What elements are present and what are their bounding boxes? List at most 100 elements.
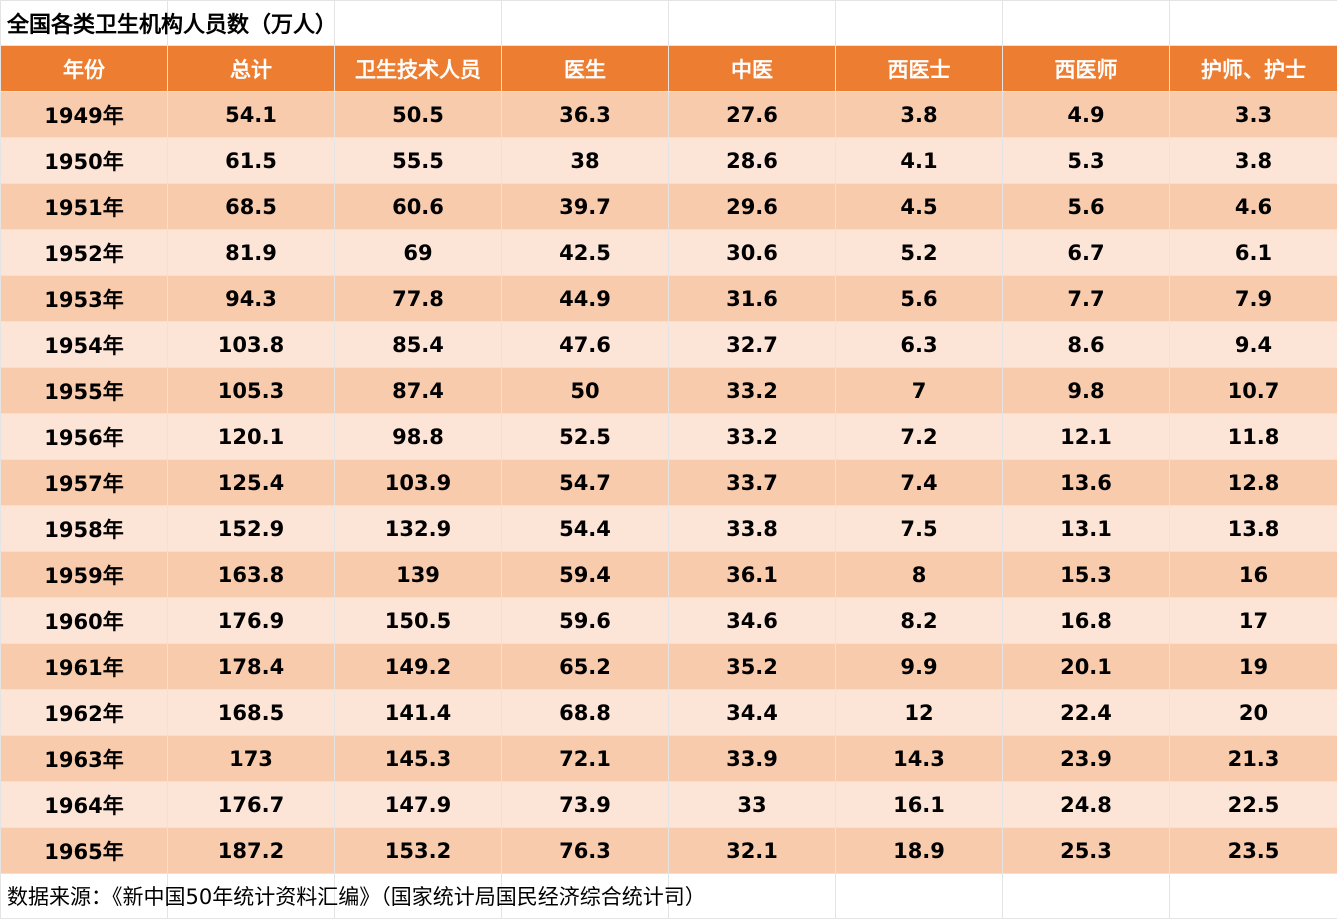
value-cell[interactable]: 76.3 [501, 827, 669, 874]
value-cell[interactable]: 8.2 [835, 597, 1003, 644]
column-header[interactable]: 卫生技术人员 [334, 45, 502, 92]
value-cell[interactable]: 15.3 [1002, 551, 1170, 598]
year-cell[interactable]: 1965年 [0, 827, 168, 874]
value-cell[interactable]: 132.9 [334, 505, 502, 552]
value-cell[interactable]: 34.4 [668, 689, 836, 736]
value-cell[interactable]: 54.7 [501, 459, 669, 506]
value-cell[interactable]: 27.6 [668, 91, 836, 138]
value-cell[interactable]: 55.5 [334, 137, 502, 184]
value-cell[interactable]: 33.7 [668, 459, 836, 506]
value-cell[interactable]: 6.3 [835, 321, 1003, 368]
year-cell[interactable]: 1958年 [0, 505, 168, 552]
value-cell[interactable]: 36.3 [501, 91, 669, 138]
value-cell[interactable]: 20.1 [1002, 643, 1170, 690]
value-cell[interactable]: 23.9 [1002, 735, 1170, 782]
value-cell[interactable]: 22.4 [1002, 689, 1170, 736]
value-cell[interactable]: 13.8 [1169, 505, 1337, 552]
empty-cell[interactable] [1169, 873, 1337, 919]
empty-cell[interactable] [501, 0, 669, 46]
value-cell[interactable]: 147.9 [334, 781, 502, 828]
value-cell[interactable]: 153.2 [334, 827, 502, 874]
value-cell[interactable]: 87.4 [334, 367, 502, 414]
value-cell[interactable]: 59.4 [501, 551, 669, 598]
table-title[interactable]: 全国各类卫生机构人员数（万人） [0, 0, 337, 46]
empty-cell[interactable] [1002, 873, 1170, 919]
value-cell[interactable]: 103.9 [334, 459, 502, 506]
value-cell[interactable]: 72.1 [501, 735, 669, 782]
value-cell[interactable]: 65.2 [501, 643, 669, 690]
year-cell[interactable]: 1959年 [0, 551, 168, 598]
value-cell[interactable]: 50 [501, 367, 669, 414]
year-cell[interactable]: 1951年 [0, 183, 168, 230]
empty-cell[interactable] [835, 0, 1003, 46]
year-cell[interactable]: 1949年 [0, 91, 168, 138]
value-cell[interactable]: 33 [668, 781, 836, 828]
value-cell[interactable]: 59.6 [501, 597, 669, 644]
value-cell[interactable]: 23.5 [1169, 827, 1337, 874]
value-cell[interactable]: 8.6 [1002, 321, 1170, 368]
value-cell[interactable]: 16.1 [835, 781, 1003, 828]
value-cell[interactable]: 12 [835, 689, 1003, 736]
value-cell[interactable]: 176.7 [167, 781, 335, 828]
year-cell[interactable]: 1964年 [0, 781, 168, 828]
value-cell[interactable]: 6.7 [1002, 229, 1170, 276]
value-cell[interactable]: 7 [835, 367, 1003, 414]
value-cell[interactable]: 54.4 [501, 505, 669, 552]
year-cell[interactable]: 1956年 [0, 413, 168, 460]
column-header[interactable]: 西医士 [835, 45, 1003, 92]
value-cell[interactable]: 168.5 [167, 689, 335, 736]
value-cell[interactable]: 85.4 [334, 321, 502, 368]
column-header[interactable]: 西医师 [1002, 45, 1170, 92]
value-cell[interactable]: 18.9 [835, 827, 1003, 874]
value-cell[interactable]: 187.2 [167, 827, 335, 874]
value-cell[interactable]: 5.6 [1002, 183, 1170, 230]
value-cell[interactable]: 19 [1169, 643, 1337, 690]
value-cell[interactable]: 35.2 [668, 643, 836, 690]
value-cell[interactable]: 30.6 [668, 229, 836, 276]
value-cell[interactable]: 33.2 [668, 367, 836, 414]
empty-cell[interactable] [334, 0, 502, 46]
value-cell[interactable]: 16.8 [1002, 597, 1170, 644]
value-cell[interactable]: 125.4 [167, 459, 335, 506]
year-cell[interactable]: 1957年 [0, 459, 168, 506]
value-cell[interactable]: 33.9 [668, 735, 836, 782]
empty-cell[interactable] [835, 873, 1003, 919]
value-cell[interactable]: 69 [334, 229, 502, 276]
value-cell[interactable]: 145.3 [334, 735, 502, 782]
value-cell[interactable]: 12.1 [1002, 413, 1170, 460]
value-cell[interactable]: 6.1 [1169, 229, 1337, 276]
value-cell[interactable]: 120.1 [167, 413, 335, 460]
value-cell[interactable]: 34.6 [668, 597, 836, 644]
value-cell[interactable]: 4.9 [1002, 91, 1170, 138]
value-cell[interactable]: 32.7 [668, 321, 836, 368]
value-cell[interactable]: 139 [334, 551, 502, 598]
value-cell[interactable]: 5.2 [835, 229, 1003, 276]
column-header[interactable]: 年份 [0, 45, 168, 92]
value-cell[interactable]: 150.5 [334, 597, 502, 644]
value-cell[interactable]: 4.5 [835, 183, 1003, 230]
year-cell[interactable]: 1950年 [0, 137, 168, 184]
empty-cell[interactable] [167, 0, 335, 46]
value-cell[interactable]: 10.7 [1169, 367, 1337, 414]
value-cell[interactable]: 29.6 [668, 183, 836, 230]
value-cell[interactable]: 94.3 [167, 275, 335, 322]
value-cell[interactable]: 141.4 [334, 689, 502, 736]
value-cell[interactable]: 22.5 [1169, 781, 1337, 828]
value-cell[interactable]: 9.8 [1002, 367, 1170, 414]
column-header[interactable]: 医生 [501, 45, 669, 92]
value-cell[interactable]: 68.5 [167, 183, 335, 230]
value-cell[interactable]: 44.9 [501, 275, 669, 322]
year-cell[interactable]: 1960年 [0, 597, 168, 644]
column-header[interactable]: 护师、护士 [1169, 45, 1337, 92]
value-cell[interactable]: 98.8 [334, 413, 502, 460]
value-cell[interactable]: 68.8 [501, 689, 669, 736]
year-cell[interactable]: 1954年 [0, 321, 168, 368]
column-header[interactable]: 中医 [668, 45, 836, 92]
value-cell[interactable]: 7.9 [1169, 275, 1337, 322]
value-cell[interactable]: 31.6 [668, 275, 836, 322]
value-cell[interactable]: 7.5 [835, 505, 1003, 552]
value-cell[interactable]: 77.8 [334, 275, 502, 322]
value-cell[interactable]: 28.6 [668, 137, 836, 184]
value-cell[interactable]: 38 [501, 137, 669, 184]
value-cell[interactable]: 12.8 [1169, 459, 1337, 506]
